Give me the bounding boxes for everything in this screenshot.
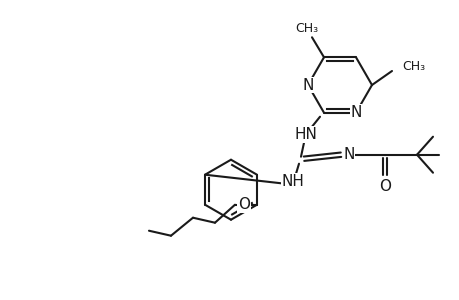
Text: CH₃: CH₃ — [295, 22, 318, 35]
Text: N: N — [342, 147, 354, 162]
Text: HN: HN — [294, 127, 317, 142]
Text: O: O — [378, 179, 390, 194]
Text: NH: NH — [281, 174, 304, 189]
Text: O: O — [237, 197, 249, 212]
Text: N: N — [350, 105, 361, 120]
Text: N: N — [302, 77, 313, 92]
Text: CH₃: CH₃ — [401, 59, 424, 73]
